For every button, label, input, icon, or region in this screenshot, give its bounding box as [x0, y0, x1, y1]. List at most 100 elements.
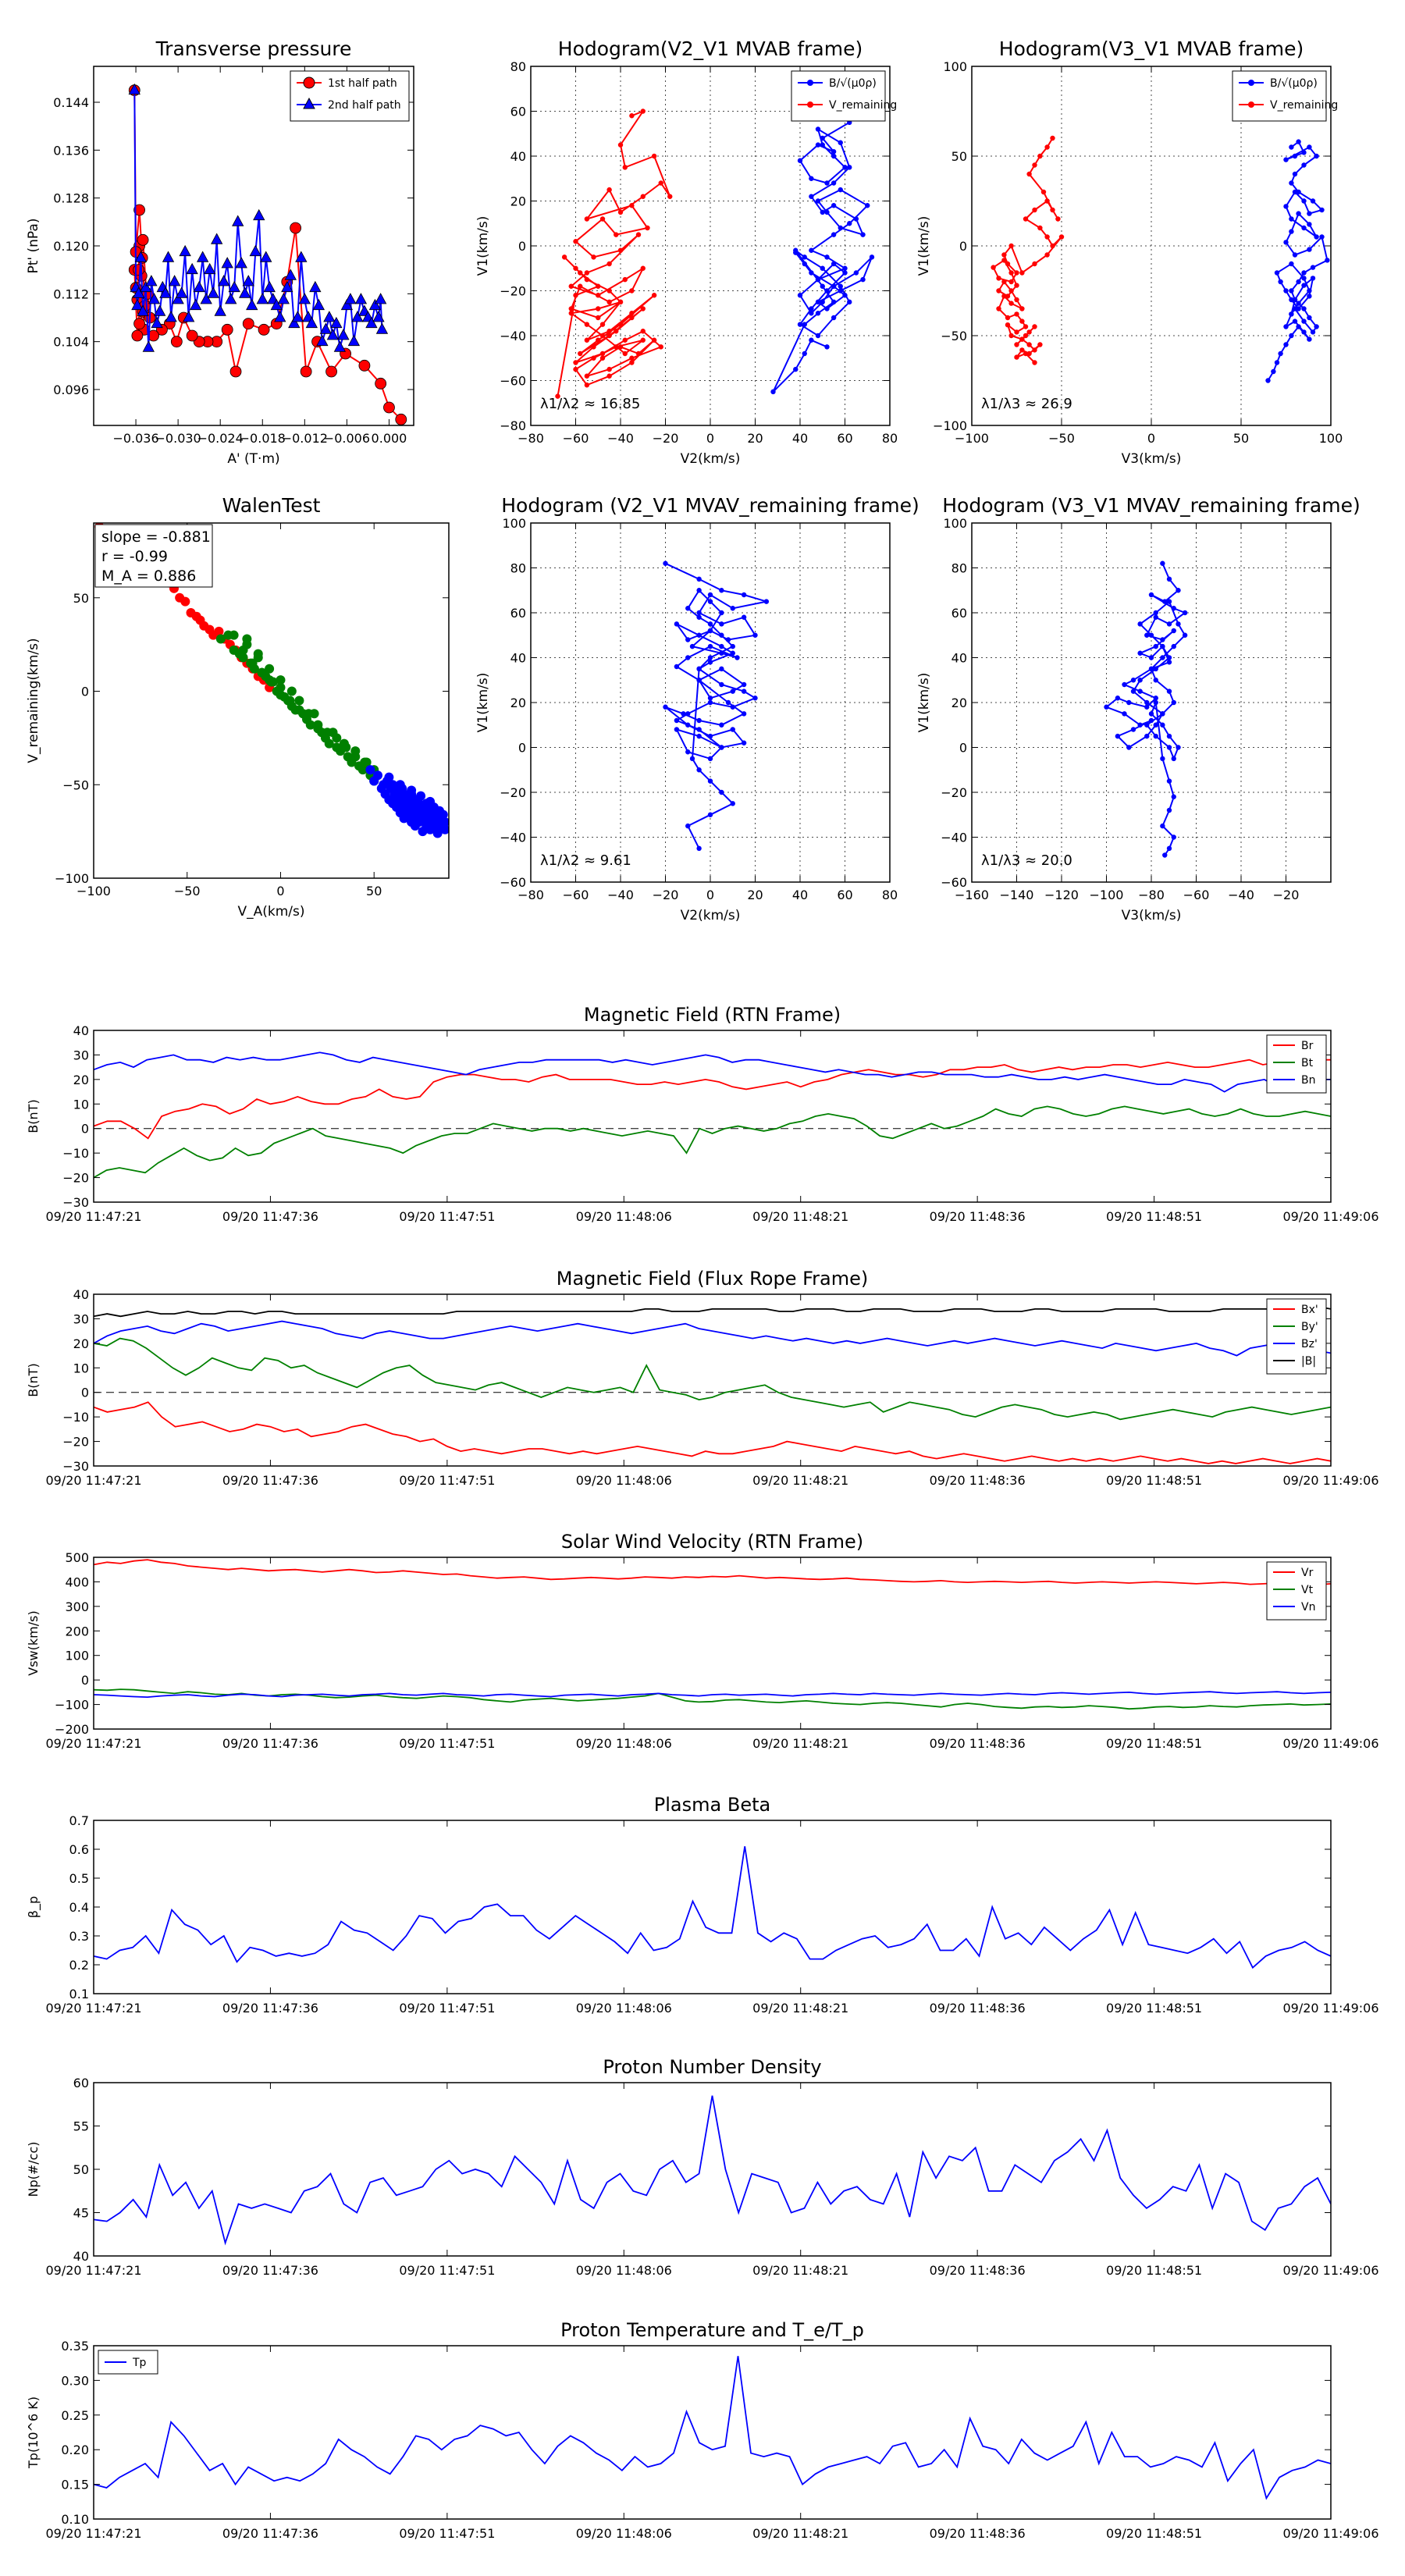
y-axis-label: Tp(10^6 K): [26, 2396, 41, 2469]
chart-title: Hodogram (V2_V1 MVAV_remaining frame): [501, 494, 919, 517]
data-point: [1019, 336, 1025, 342]
data-point-circle: [221, 323, 233, 336]
data-point: [838, 187, 843, 193]
data-point: [606, 373, 612, 379]
data-point: [373, 770, 382, 781]
data-point: [1176, 745, 1181, 750]
data-point: [1289, 288, 1294, 294]
data-point-circle: [170, 336, 183, 348]
data-point: [1019, 270, 1025, 276]
data-point: [820, 283, 825, 289]
data-point: [815, 311, 821, 316]
x-tick-label: 09/20 11:48:06: [576, 2001, 672, 2016]
y-tick-label: 0.136: [53, 143, 89, 158]
data-point: [1023, 333, 1029, 339]
data-point: [1289, 216, 1294, 222]
data-point: [425, 796, 436, 806]
data-point: [1122, 711, 1127, 717]
data-point: [1055, 216, 1061, 222]
data-point: [1144, 704, 1150, 710]
data-point-triangle: [239, 286, 251, 298]
data-point: [824, 209, 830, 215]
data-point-circle: [229, 365, 242, 378]
data-point: [730, 727, 735, 732]
plot-area: [663, 560, 770, 852]
legend-box: [1232, 70, 1327, 122]
x-tick-label: 09/20 11:48:51: [1106, 1736, 1202, 1751]
data-point: [815, 126, 821, 132]
data-point: [730, 650, 735, 656]
axes-frame: [93, 1293, 1332, 1467]
data-point: [820, 209, 825, 215]
y-tick-label: 0.4: [69, 1900, 89, 1915]
data-point: [996, 276, 1001, 281]
data-point: [842, 293, 848, 298]
data-point: [1162, 599, 1168, 604]
data-point: [1325, 258, 1330, 263]
data-point: [350, 752, 361, 762]
data-point: [1307, 247, 1312, 252]
data-point: [719, 681, 724, 688]
data-point: [606, 187, 612, 193]
y-tick-label: 0.6: [69, 1842, 89, 1857]
y-tick-label: 0.15: [61, 2478, 89, 2492]
legend-label: Br: [1301, 1040, 1314, 1052]
data-point: [561, 254, 567, 260]
data-point: [1050, 243, 1055, 249]
data-point-triangle: [319, 322, 333, 334]
y-tick-label: −200: [55, 1722, 89, 1737]
data-point: [1319, 207, 1325, 213]
data-point: [842, 270, 848, 276]
data-point: [1301, 329, 1307, 335]
data-point: [1166, 688, 1172, 694]
data-point: [435, 808, 445, 818]
data-point: [674, 664, 680, 670]
data-point: [573, 265, 578, 271]
data-point: [719, 666, 724, 672]
y-tick-label: −100: [933, 418, 967, 433]
y-axis-label: Vsw(km/s): [26, 1610, 41, 1675]
data-point-triangle: [249, 244, 261, 257]
y-tick-label: −20: [500, 785, 526, 800]
data-point: [838, 225, 843, 231]
data-point-triangle: [189, 298, 202, 311]
y-tick-label: 0.2: [69, 1958, 89, 1973]
data-point: [1301, 162, 1307, 168]
x-tick-label: 0: [706, 888, 714, 902]
legend-label: Bt: [1301, 1057, 1314, 1069]
data-point: [1292, 252, 1298, 258]
data-point: [1289, 229, 1294, 234]
data-point: [242, 634, 252, 644]
data-point: [573, 360, 578, 365]
x-tick-label: 09/20 11:48:06: [576, 1473, 672, 1488]
y-tick-label: −50: [941, 329, 967, 343]
x-tick-label: 40: [792, 431, 808, 446]
data-point: [809, 337, 814, 343]
y-tick-label: 60: [73, 2076, 89, 2090]
data-point: [797, 158, 803, 163]
data-point: [253, 653, 263, 663]
x-tick-label: 09/20 11:48:36: [930, 2001, 1026, 2016]
data-point: [1283, 204, 1289, 209]
panel-p3: −100 −50 0 50 100 −100 −50 0 50 100 Hodogram(V3_V1…: [916, 37, 1343, 467]
data-point-circle: [383, 401, 395, 414]
y-tick-label: −20: [62, 1171, 89, 1186]
data-point: [707, 621, 713, 627]
data-point: [719, 621, 724, 627]
y-tick-label: 0.25: [61, 2408, 89, 2423]
data-point: [1292, 297, 1298, 303]
data-point: [578, 270, 583, 276]
plot-area: [94, 1846, 1331, 1969]
y-axis-label: V1(km/s): [475, 673, 491, 733]
data-point: [689, 756, 695, 762]
data-point: [1019, 347, 1025, 353]
data-point: [1296, 306, 1301, 311]
data-point: [741, 740, 747, 745]
y-tick-label: 0.10: [61, 2512, 89, 2527]
legend-label: 1st half path: [328, 77, 397, 90]
data-point: [824, 344, 830, 350]
data-point: [584, 322, 590, 327]
data-point: [1182, 610, 1188, 616]
axes-frame: [93, 1820, 1332, 1994]
data-point: [1301, 270, 1307, 276]
